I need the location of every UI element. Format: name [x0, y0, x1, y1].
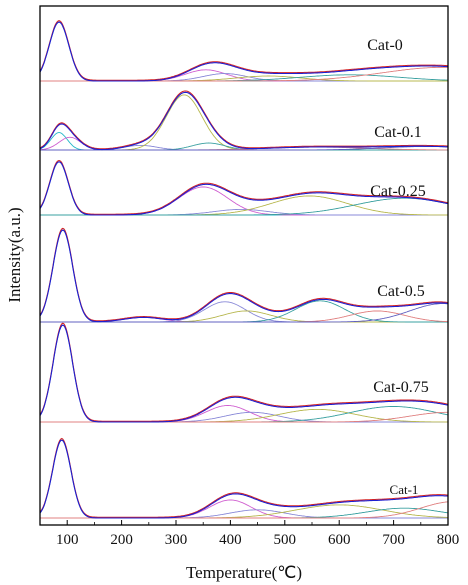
measured-curve [39, 91, 448, 151]
component-peak [40, 69, 448, 82]
component-peak [40, 408, 448, 423]
x-tick-label: 500 [274, 532, 297, 548]
x-axis-ticks: 100 200 300 400 500 600 700 800 [56, 520, 459, 548]
panel-cat-1: Cat-1 [39, 437, 449, 519]
x-tick-label: 300 [165, 532, 188, 548]
panel-cat-0: Cat-0 [39, 20, 449, 82]
component-peak [40, 501, 449, 519]
y-axis-title: Intensity(a.u.) [5, 207, 24, 302]
plot-frame [39, 5, 449, 526]
component-peak [39, 229, 448, 323]
fitted-sum-curve [39, 227, 449, 322]
x-tick-label: 200 [110, 532, 133, 548]
fitted-sum-curve [39, 90, 448, 150]
x-tick-label: 100 [56, 532, 79, 548]
fitted-sum-curve [39, 437, 449, 518]
measured-curve [39, 229, 449, 323]
component-peak [40, 411, 448, 423]
panel-label: Cat-0 [367, 37, 403, 54]
component-peak [40, 94, 448, 151]
measured-curve [39, 21, 449, 82]
measured-curve [39, 439, 449, 519]
panel-cat-0-25: Cat-0.25 [39, 160, 449, 216]
x-tick-label: 800 [437, 532, 460, 548]
measured-curve [39, 324, 449, 423]
component-peak [39, 324, 448, 423]
x-tick-label: 700 [382, 532, 405, 548]
component-peak [40, 303, 449, 323]
panel-label: Cat-0.1 [374, 124, 422, 141]
component-peak [40, 411, 448, 423]
fitted-sum-curve [39, 20, 448, 81]
panel-label: Cat-0.25 [370, 183, 426, 200]
panel-label: Cat-0.75 [373, 379, 429, 396]
panel-cat-0-5: Cat-0.5 [39, 227, 449, 323]
panels-layer: Cat-0 Cat-0.1 Cat-0.25 Cat-0.5 Cat-0.75 Cat-1 [39, 20, 449, 519]
panel-cat-0-75: Cat-0.75 [39, 322, 449, 423]
fitted-sum-curve [39, 160, 449, 215]
x-tick-label: 600 [328, 532, 351, 548]
panel-label: Cat-0.5 [377, 283, 425, 300]
panel-label: Cat-1 [390, 482, 419, 497]
x-tick-label: 400 [219, 532, 242, 548]
component-peak [39, 439, 448, 519]
x-axis-title: Temperature(℃) [186, 563, 302, 582]
fitted-sum-curve [39, 322, 449, 422]
component-peak [40, 146, 448, 151]
measured-curve [39, 161, 449, 216]
panel-cat-0-1: Cat-0.1 [39, 90, 448, 151]
